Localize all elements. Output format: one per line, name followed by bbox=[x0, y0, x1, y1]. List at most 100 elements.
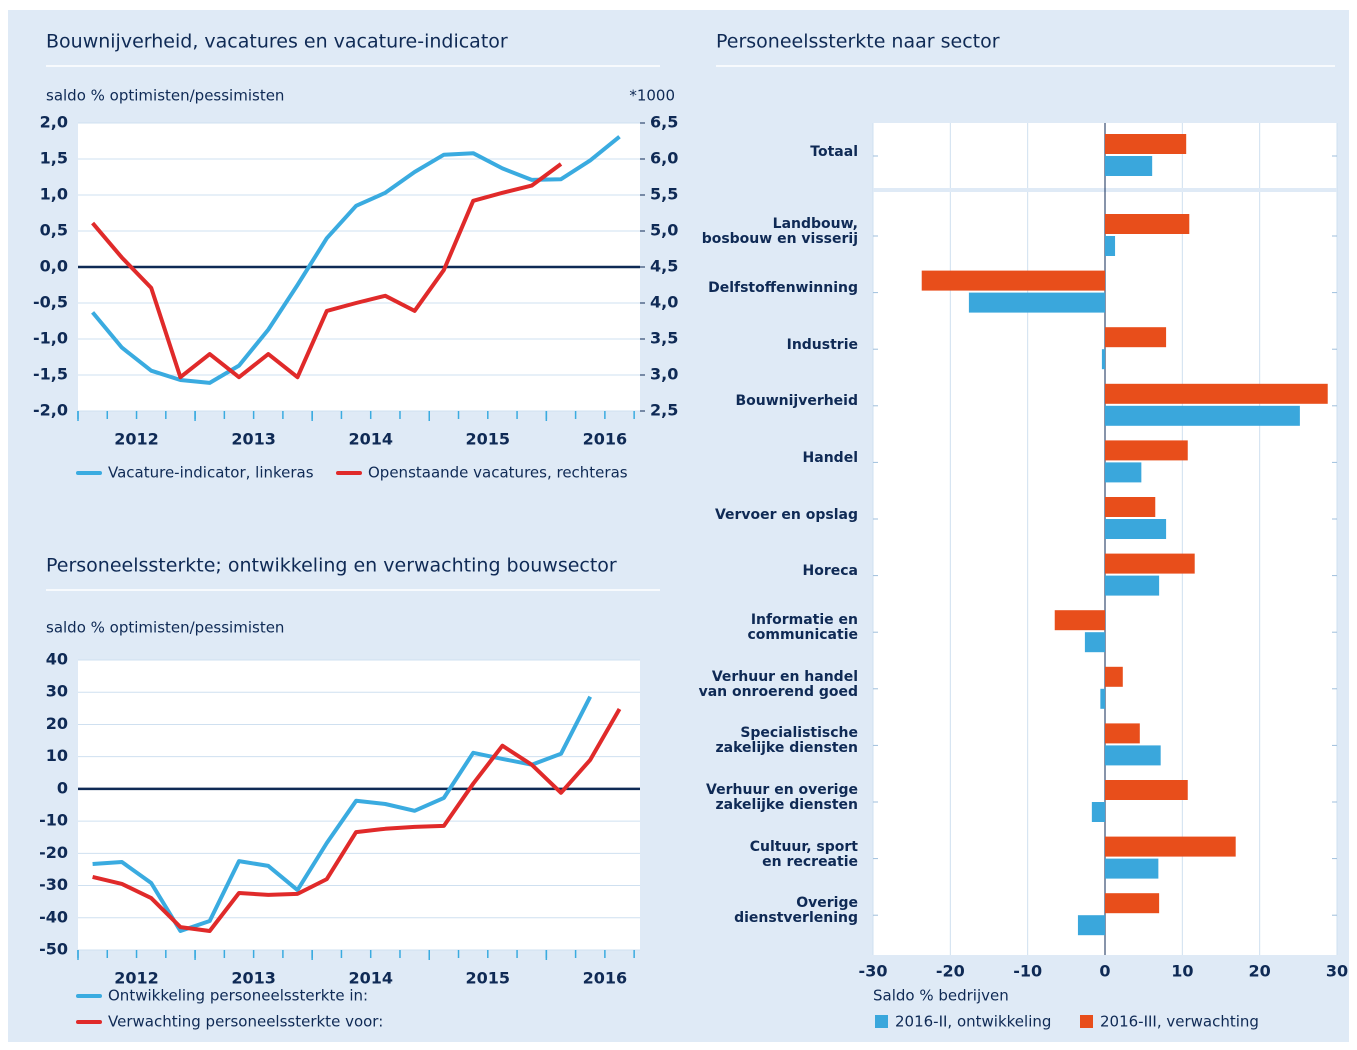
category-label: Vervoer en opslag bbox=[714, 506, 858, 523]
y-tick-label: -1,5 bbox=[33, 365, 68, 384]
x-tick-label: 2016 bbox=[583, 430, 628, 449]
legend-label: Vacature-indicator, linkeras bbox=[108, 464, 314, 482]
bar bbox=[1105, 575, 1160, 596]
y-tick-label: -50 bbox=[39, 940, 68, 959]
category-label: Landbouw, bosbouw en visserij bbox=[701, 216, 858, 247]
y2-tick-label: 4,5 bbox=[650, 257, 678, 276]
category-label: Industrie bbox=[786, 336, 858, 353]
category-label: Horeca bbox=[802, 563, 858, 580]
category-label: Handel bbox=[802, 449, 858, 466]
chart-title: Personeelssterkte; ontwikkeling en verwa… bbox=[46, 555, 617, 577]
bar bbox=[1105, 836, 1236, 857]
bar bbox=[1105, 893, 1160, 914]
bar bbox=[1105, 236, 1116, 256]
y-tick-label: 40 bbox=[46, 650, 68, 669]
plot-area bbox=[78, 660, 640, 950]
bar bbox=[1054, 610, 1105, 631]
x-tick-label: 2012 bbox=[114, 430, 159, 449]
y-tick-label: 30 bbox=[46, 682, 68, 701]
legend-swatch bbox=[1080, 1015, 1093, 1028]
y2-tick-label: 6,5 bbox=[650, 113, 678, 132]
x-tick-label: 20 bbox=[1249, 962, 1271, 981]
bar bbox=[1105, 440, 1188, 461]
bar bbox=[1105, 134, 1187, 154]
x-tick-label: 2013 bbox=[231, 969, 276, 988]
category-label: Verhuur en handel van onroerend goed bbox=[698, 668, 858, 700]
bar bbox=[1105, 553, 1195, 574]
category-label: Cultuur, sport en recreatie bbox=[749, 838, 858, 870]
x-tick-label: 10 bbox=[1171, 962, 1193, 981]
bar bbox=[921, 270, 1105, 291]
y-tick-label: 0 bbox=[57, 778, 68, 797]
y-tick-label: -2,0 bbox=[33, 401, 68, 420]
chart-title: Personeelssterkte naar sector bbox=[716, 31, 1000, 53]
category-label: Informatie en communicatie bbox=[747, 612, 858, 644]
category-label: Bouwnijverheid bbox=[735, 393, 858, 410]
y-tick-label: 0,5 bbox=[40, 221, 68, 240]
bar bbox=[1105, 214, 1190, 234]
bar bbox=[1105, 462, 1142, 483]
y-tick-label: -1,0 bbox=[33, 329, 68, 348]
y-axis-label: saldo % optimisten/pessimisten bbox=[46, 87, 284, 105]
bar bbox=[1105, 383, 1328, 404]
y2-tick-label: 5,0 bbox=[650, 221, 678, 240]
y2-tick-label: 6,0 bbox=[650, 149, 678, 168]
bar bbox=[1105, 156, 1153, 176]
x-tick-label: -30 bbox=[859, 962, 888, 981]
bar bbox=[1105, 723, 1140, 744]
y-axis-label: saldo % optimisten/pessimisten bbox=[46, 619, 284, 637]
legend-label: 2016-III, verwachting bbox=[1100, 1013, 1259, 1031]
y-tick-label: -40 bbox=[39, 907, 68, 926]
bar bbox=[1091, 802, 1105, 822]
y2-tick-label: 5,5 bbox=[650, 185, 678, 204]
legend-label: Openstaande vacatures, rechteras bbox=[368, 464, 628, 482]
bar bbox=[1105, 327, 1167, 348]
y-tick-label: 1,5 bbox=[40, 149, 68, 168]
x-tick-label: 2016 bbox=[583, 969, 628, 988]
bar bbox=[1105, 519, 1167, 539]
y-tick-label: -10 bbox=[39, 811, 68, 830]
y-tick-label: -30 bbox=[39, 875, 68, 894]
y-tick-label: 2,0 bbox=[40, 113, 68, 132]
bar bbox=[1105, 745, 1161, 766]
chart-title: Bouwnijverheid, vacatures en vacature-in… bbox=[46, 31, 508, 53]
category-label: Specialistische zakelijke diensten bbox=[715, 725, 859, 757]
x-tick-label: 2012 bbox=[114, 969, 159, 988]
legend-label: Ontwikkeling personeelssterkte in: bbox=[108, 987, 368, 1005]
y-tick-label: 10 bbox=[46, 746, 68, 765]
x-axis-label: Saldo % bedrijven bbox=[873, 987, 1009, 1005]
y2-axis-label: *1000 bbox=[629, 87, 675, 105]
bar bbox=[1105, 666, 1123, 687]
y-tick-label: 20 bbox=[46, 714, 68, 733]
y-tick-label: 0,0 bbox=[40, 257, 68, 276]
y2-tick-label: 2,5 bbox=[650, 401, 678, 420]
legend-label: 2016-II, ontwikkeling bbox=[895, 1013, 1051, 1031]
y2-tick-label: 3,0 bbox=[650, 365, 678, 384]
legend-label: Verwachting personeelssterkte voor: bbox=[108, 1013, 383, 1031]
x-tick-label: 2013 bbox=[231, 430, 276, 449]
bar bbox=[968, 292, 1105, 313]
x-tick-label: 2015 bbox=[466, 430, 511, 449]
y-tick-label: -0,5 bbox=[33, 293, 68, 312]
category-label: Overige dienstverlening bbox=[734, 895, 858, 927]
x-tick-label: 30 bbox=[1326, 962, 1348, 981]
category-label: Totaal bbox=[810, 143, 858, 160]
line-series bbox=[92, 708, 622, 933]
y-tick-label: 1,0 bbox=[40, 185, 68, 204]
bar bbox=[1084, 632, 1105, 653]
bar bbox=[1105, 405, 1300, 426]
category-label: Verhuur en overige zakelijke diensten bbox=[706, 782, 858, 813]
x-tick-label: -10 bbox=[1013, 962, 1042, 981]
legend-swatch bbox=[875, 1015, 888, 1028]
x-tick-label: 2014 bbox=[348, 969, 393, 988]
bar bbox=[1077, 915, 1105, 936]
bar bbox=[1105, 780, 1188, 800]
x-tick-label: 2014 bbox=[348, 430, 393, 449]
bar bbox=[1105, 858, 1159, 879]
y2-tick-label: 3,5 bbox=[650, 329, 678, 348]
category-label: Delfstoffenwinning bbox=[708, 280, 858, 297]
line-series bbox=[91, 162, 563, 380]
line-series bbox=[91, 135, 621, 385]
